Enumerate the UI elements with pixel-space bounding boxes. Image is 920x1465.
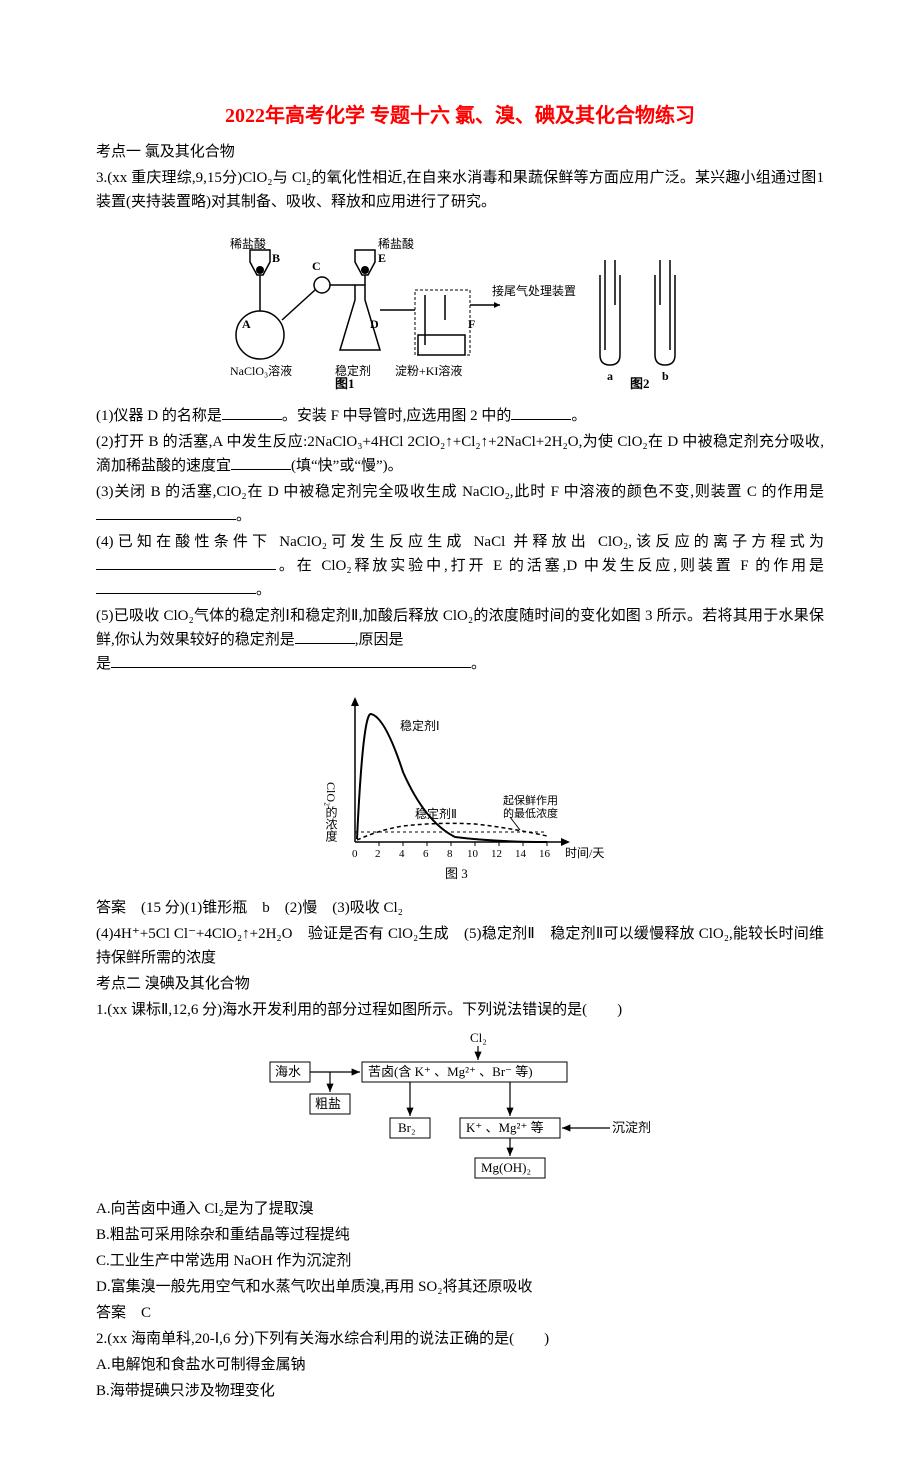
q1-stem: 1.(xx 课标Ⅱ,12,6 分)海水开发利用的部分过程如图所示。下列说法错误的…	[96, 998, 824, 1022]
q3-p1: (1)仪器 D 的名称是 。安装 F 中导管时,应选用图 2 中的 。	[96, 404, 824, 428]
label-b: b	[662, 369, 669, 383]
q2-stem: 2.(xx 海南单科,20-Ⅰ,6 分)下列有关海水综合利用的说法正确的是( )	[96, 1327, 824, 1351]
label-dilute-hcl-left: 稀盐酸	[230, 236, 266, 251]
label-starch-ki: 淀粉+KI溶液	[395, 363, 462, 378]
node-seawater: 海水	[275, 1064, 301, 1079]
q3-p1c: 。	[571, 408, 586, 424]
main-title: 2022年高考化学 专题十六 氯、溴、碘及其化合物练习	[96, 100, 824, 132]
label-C: C	[312, 259, 321, 273]
label-dilute-hcl-right: 稀盐酸	[378, 236, 414, 251]
series2-label: 稳定剂Ⅱ	[415, 806, 457, 821]
q1-optD: D.富集溴一般先用空气和水蒸气吹出单质溴,再用 SO₂将其还原吸收	[96, 1275, 824, 1299]
q3-p5c: 。	[471, 656, 486, 672]
blank	[96, 554, 276, 570]
blank	[222, 404, 282, 420]
blank	[96, 504, 236, 520]
threshold-label: 起保鲜作用	[503, 793, 558, 807]
blank	[231, 454, 291, 470]
node-mgoh2: Mg(OH)₂	[481, 1160, 531, 1175]
label-tail-gas: 接尾气处理装置	[492, 283, 576, 298]
q3-p5b: ,原因是	[355, 632, 404, 648]
svg-text:4: 4	[399, 848, 405, 860]
label-F: F	[468, 317, 475, 331]
svg-text:10: 10	[467, 848, 479, 860]
label-B: B	[272, 251, 280, 265]
q3-p2: (2)打开 B 的活塞,A 中发生反应:2NaClO₃+4HCl 2ClO₂↑+…	[96, 430, 824, 478]
label-A: A	[242, 317, 251, 331]
series1-label: 稳定剂Ⅰ	[400, 718, 440, 733]
blank	[96, 578, 256, 594]
label-naclo3: NaClO₃溶液	[230, 363, 292, 378]
q3-p3: (3)关闭 B 的活塞,ClO₂在 D 中被稳定剂完全吸收生成 NaClO₂,此…	[96, 480, 824, 528]
svg-text:8: 8	[447, 848, 453, 860]
q1-optB: B.粗盐可采用除杂和重结晶等过程提纯	[96, 1223, 824, 1247]
q3-stem: 3.(xx 重庆理综,9,15分)ClO₂与 Cl₂的氧化性相近,在自来水消毒和…	[96, 166, 824, 214]
label-E: E	[378, 251, 386, 265]
q3-p3b: 。	[236, 508, 251, 524]
node-kmg: K⁺ 、Mg²⁺ 等	[466, 1120, 544, 1135]
q2-optB: B.海带提碘只涉及物理变化	[96, 1379, 824, 1403]
figure-3: ClO₂的浓度 时间/天 0 2 4 6 8 10 12 14 16	[96, 682, 824, 890]
q3-p5: (5)已吸收 ClO₂气体的稳定剂Ⅰ和稳定剂Ⅱ,加酸后释放 ClO₂的浓度随时间…	[96, 604, 824, 676]
apparatus-svg: 稀盐酸 B A NaClO₃溶液 C D 稳定剂 E 稀盐酸	[200, 220, 720, 390]
chart-svg: ClO₂的浓度 时间/天 0 2 4 6 8 10 12 14 16	[305, 682, 615, 882]
q3-answer: 答案 (15 分)(1)锥形瓶 b (2)慢 (3)吸收 Cl₂	[96, 896, 824, 920]
q3-p2a: (2)打开 B 的活塞,A 中发生反应:2NaClO₃+4HCl 2ClO₂↑+…	[96, 434, 824, 474]
svg-text:16: 16	[539, 848, 551, 860]
q3-p5b2: 是	[96, 656, 111, 672]
flowchart-svg: Cl₂ 海水 粗盐 苦卤(含 K⁺ 、Mg²⁺ 、Br⁻ 等) Br₂ K⁺ 、…	[260, 1028, 660, 1183]
document-page: 2022年高考化学 专题十六 氯、溴、碘及其化合物练习 考点一 氯及其化合物 3…	[0, 0, 920, 1465]
q3-p5a: (5)已吸收 ClO₂气体的稳定剂Ⅰ和稳定剂Ⅱ,加酸后释放 ClO₂的浓度随时间…	[96, 608, 824, 648]
q3-p3a: (3)关闭 B 的活塞,ClO₂在 D 中被稳定剂完全吸收生成 NaClO₂,此…	[96, 484, 824, 500]
svg-text:6: 6	[423, 848, 429, 860]
q3-p4a: (4)已知在酸性条件下 NaClO₂可发生反应生成 NaCl 并释放出 ClO₂…	[96, 534, 824, 550]
section2-heading: 考点二 溴碘及其化合物	[96, 972, 824, 996]
q1-answer: 答案 C	[96, 1301, 824, 1325]
node-cl2: Cl₂	[470, 1030, 487, 1045]
q3-answer2: (4)4H⁺+5Cl Cl⁻+4ClO₂↑+2H₂O 验证是否有 ClO₂生成 …	[96, 922, 824, 970]
fig2-caption: 图2	[630, 376, 650, 390]
blank	[511, 404, 571, 420]
threshold-label2: 的最低浓度	[503, 806, 558, 820]
q3-p2b: (填“快”或“慢”)。	[291, 458, 403, 474]
svg-text:12: 12	[491, 848, 502, 860]
svg-text:14: 14	[515, 848, 527, 860]
figure-1-2: 稀盐酸 B A NaClO₃溶液 C D 稳定剂 E 稀盐酸	[96, 220, 824, 398]
node-bittern: 苦卤(含 K⁺ 、Mg²⁺ 、Br⁻ 等)	[368, 1064, 533, 1079]
q3-p4: (4)已知在酸性条件下 NaClO₂可发生反应生成 NaCl 并释放出 ClO₂…	[96, 530, 824, 602]
q3-p4c: 。	[256, 582, 271, 598]
label-D: D	[370, 317, 379, 331]
q2-options: A.电解饱和食盐水可制得金属钠 B.海带提碘只涉及物理变化	[96, 1353, 824, 1403]
q3-p1b: 。安装 F 中导管时,应选用图 2 中的	[282, 408, 512, 424]
svg-text:0: 0	[352, 848, 358, 860]
fig1-caption: 图1	[335, 376, 355, 390]
svg-text:2: 2	[375, 848, 381, 860]
section1-heading: 考点一 氯及其化合物	[96, 140, 824, 164]
blank	[111, 652, 471, 668]
q3-p4b: 。在 ClO₂释放实验中,打开 E 的活塞,D 中发生反应,则装置 F 的作用是	[276, 558, 824, 574]
node-br2: Br₂	[398, 1120, 416, 1135]
fig3-caption: 图 3	[445, 866, 468, 881]
blank	[295, 628, 355, 644]
figure-flow: Cl₂ 海水 粗盐 苦卤(含 K⁺ 、Mg²⁺ 、Br⁻ 等) Br₂ K⁺ 、…	[96, 1028, 824, 1191]
node-precipitant: 沉淀剂	[612, 1120, 651, 1135]
q2-optA: A.电解饱和食盐水可制得金属钠	[96, 1353, 824, 1377]
node-crude-salt: 粗盐	[315, 1096, 341, 1111]
q1-optC: C.工业生产中常选用 NaOH 作为沉淀剂	[96, 1249, 824, 1273]
q1-options: A.向苦卤中通入 Cl₂是为了提取溴 B.粗盐可采用除杂和重结晶等过程提纯 C.…	[96, 1197, 824, 1299]
ylabel: ClO₂的浓度	[324, 782, 338, 842]
label-a: a	[607, 369, 613, 383]
xlabel: 时间/天	[565, 846, 604, 860]
xticks: 0 2 4 6 8 10 12 14 16	[352, 848, 551, 860]
q1-optA: A.向苦卤中通入 Cl₂是为了提取溴	[96, 1197, 824, 1221]
q3-p1a: (1)仪器 D 的名称是	[96, 408, 222, 424]
